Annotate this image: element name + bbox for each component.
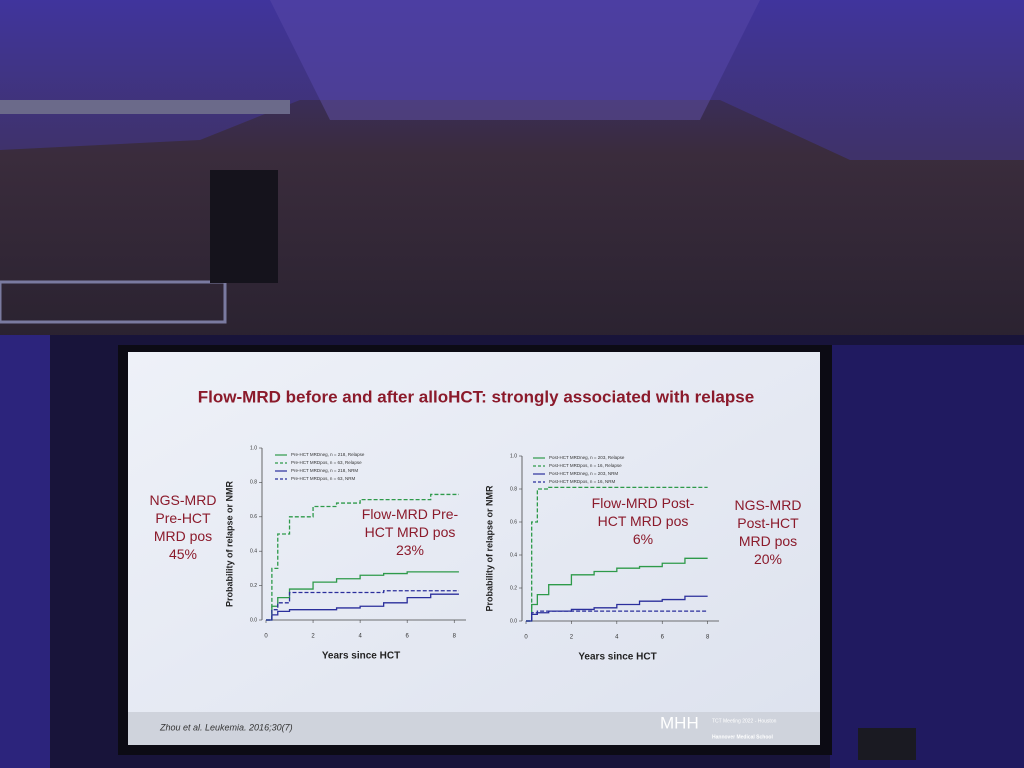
- text-line: MRD pos: [739, 533, 797, 549]
- y-tick-label: 0.2: [510, 585, 517, 591]
- x-tick-label: 8: [706, 635, 710, 641]
- legend-label: Post-HCT MRDneg, n = 203, NRM: [549, 471, 618, 476]
- slide-title: Flow-MRD before and after alloHCT: stron…: [198, 387, 754, 406]
- chart-annotation: Flow-MRD Post- HCT MRD pos 6%: [592, 495, 695, 547]
- text-line: HCT MRD pos: [365, 524, 456, 540]
- text-line: Flow-MRD Pre-: [362, 506, 459, 522]
- right-note: NGS-MRD Post-HCT MRD pos 20%: [735, 497, 802, 567]
- text-line: HCT MRD pos: [598, 513, 689, 529]
- series-line: [266, 593, 459, 621]
- x-tick-label: 2: [570, 635, 574, 641]
- series-line: [526, 595, 708, 622]
- x-tick-label: 4: [358, 634, 362, 640]
- y-tick-label: 0.8: [510, 486, 517, 492]
- y-tick-label: 0.0: [510, 618, 517, 624]
- y-tick-label: 0.4: [250, 549, 257, 555]
- y-tick-label: 1.0: [250, 445, 257, 451]
- text-line: Post-HCT: [737, 515, 799, 531]
- legend-label: Pre-HCT MRDneg, n = 218, NRM: [291, 468, 358, 473]
- y-tick-label: 0.0: [250, 617, 257, 623]
- truss: [0, 280, 227, 324]
- legend-label: Post-HCT MRDpos, n = 16, NRM: [549, 479, 616, 484]
- x-tick-label: 6: [661, 635, 665, 641]
- y-tick-label: 0.4: [510, 552, 517, 558]
- truss: [0, 100, 290, 114]
- text-line: NGS-MRD: [735, 497, 802, 513]
- left-note: NGS-MRD Pre-HCT MRD pos 45%: [150, 492, 217, 562]
- curtain: [830, 345, 1024, 768]
- chart-annotation: Flow-MRD Pre- HCT MRD pos 23%: [362, 506, 459, 558]
- series-line: [526, 486, 708, 622]
- text-line: MRD pos: [154, 528, 212, 544]
- legend-label: Post-HCT MRDneg, n = 203, Relapse: [549, 455, 625, 460]
- slide-footer: [128, 712, 820, 745]
- meeting: TCT Meeting 2022 - Houston: [712, 718, 777, 724]
- text-line: 45%: [169, 546, 197, 562]
- x-tick-label: 0: [524, 635, 528, 641]
- text-line: Flow-MRD Post-: [592, 495, 695, 511]
- x-tick-label: 4: [615, 635, 619, 641]
- ceiling-panel: [270, 0, 760, 120]
- legend-label: Pre-HCT MRDpos, n = 63, NRM: [291, 476, 356, 481]
- logo: MHH: [660, 713, 699, 732]
- slide: [128, 352, 820, 745]
- text-line: 20%: [754, 551, 782, 567]
- speaker: [210, 170, 278, 283]
- y-tick-label: 0.8: [250, 480, 257, 486]
- school: Hannover Medical School: [712, 734, 773, 740]
- text-line: 6%: [633, 531, 653, 547]
- x-tick-label: 6: [406, 634, 410, 640]
- curtain: [0, 335, 50, 768]
- x-tick-label: 0: [264, 634, 268, 640]
- y-axis-label: Probability of relapse or NMR: [484, 485, 494, 612]
- x-axis-label: Years since HCT: [578, 652, 656, 663]
- legend-label: Pre-HCT MRDneg, n = 218, Relapse: [291, 452, 365, 457]
- text-line: Pre-HCT: [155, 510, 211, 526]
- y-tick-label: 0.6: [250, 514, 257, 520]
- stage-monitor: [858, 728, 916, 760]
- x-axis-label: Years since HCT: [322, 651, 400, 662]
- y-tick-label: 0.6: [510, 519, 517, 525]
- text-line: 23%: [396, 542, 424, 558]
- y-tick-label: 1.0: [510, 453, 517, 459]
- x-tick-label: 2: [311, 634, 315, 640]
- series-line: [526, 610, 708, 622]
- y-axis-label: Probability of relapse or NMR: [224, 480, 234, 607]
- series-line: [266, 493, 459, 621]
- text-line: NGS-MRD: [150, 492, 217, 508]
- series-line: [266, 590, 459, 621]
- series-line: [526, 557, 708, 622]
- legend-label: Post-HCT MRDpos, n = 16, Relapse: [549, 463, 622, 468]
- legend-label: Pre-HCT MRDpos, n = 63, Relapse: [291, 460, 362, 465]
- x-tick-label: 8: [453, 634, 457, 640]
- citation: Zhou et al. Leukemia. 2016;30(7): [159, 722, 293, 732]
- ceiling-light: [0, 0, 1024, 160]
- y-tick-label: 0.2: [250, 583, 257, 589]
